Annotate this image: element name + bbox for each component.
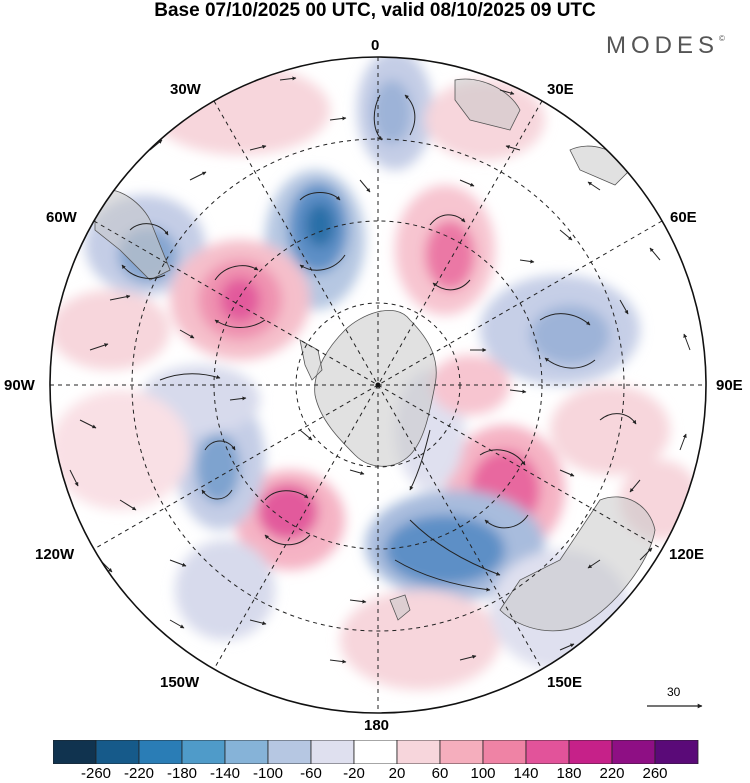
colorbar-segment — [138, 740, 183, 764]
colorbar-segment — [396, 740, 441, 764]
brand-mark: © — [719, 34, 725, 43]
map-title: Base 07/10/2025 00 UTC, valid 08/10/2025… — [154, 0, 596, 21]
colorbar-tick-label: -180 — [166, 765, 198, 782]
colorbar-tick-label: -260 — [80, 765, 112, 782]
meridian-label-150w: 150W — [160, 674, 200, 691]
colorbar-segment — [267, 740, 312, 764]
meridian-label-180: 180 — [364, 717, 390, 734]
colorbar-tick-label: 100 — [470, 765, 496, 782]
colorbar-segment — [525, 740, 570, 764]
meridian-label-30w: 30W — [170, 81, 201, 98]
colorbar-segment — [310, 740, 355, 764]
colorbar-segment — [654, 740, 699, 764]
colorbar-tick-label: -140 — [209, 765, 241, 782]
anomaly-field — [50, 57, 700, 690]
colorbar-tick-label: 220 — [599, 765, 625, 782]
vector-reference-value: 30 — [667, 685, 681, 699]
meridian-label-120e: 120E — [669, 546, 705, 563]
colorbar-segment — [95, 740, 140, 764]
south-pole-marker — [375, 382, 381, 388]
brand-logo: MODES© — [606, 32, 725, 60]
colorbar-segment — [439, 740, 484, 764]
colorbar-tick-label: -20 — [343, 765, 365, 782]
colorbar-segment — [181, 740, 226, 764]
colorbar-tick-label: -60 — [300, 765, 322, 782]
brand-name: MODES — [606, 32, 720, 59]
colorbar-segment — [568, 740, 613, 764]
colorbar-tick-label: 180 — [556, 765, 582, 782]
meridian-label-60w: 60W — [46, 209, 77, 226]
meridian-label-60e: 60E — [670, 209, 697, 226]
meridian-label-150e: 150E — [547, 674, 583, 691]
colorbar — [53, 740, 699, 764]
meridian-label-90e: 90E — [716, 377, 743, 394]
wind-vectors — [69, 76, 691, 664]
colorbar-tick-label: -100 — [252, 765, 284, 782]
meridian-label-0: 0 — [371, 37, 380, 54]
colorbar-segment — [482, 740, 527, 764]
colorbar-segment — [224, 740, 269, 764]
colorbar-tick-label: 260 — [642, 765, 668, 782]
map-boundary — [49, 56, 707, 714]
colorbar-tick-label: 140 — [513, 765, 539, 782]
land — [94, 78, 656, 632]
meridian-label-120w: 120W — [35, 546, 75, 563]
colorbar-tick-label: 20 — [388, 765, 406, 782]
meridian-label-30e: 30E — [547, 81, 574, 98]
colorbar-segment — [611, 740, 656, 764]
colorbar-segment — [53, 740, 97, 764]
colorbar-tick-label: 60 — [431, 765, 449, 782]
colorbar-tick-label: -220 — [123, 765, 155, 782]
colorbar-segment — [353, 740, 398, 764]
meridian-label-90w: 90W — [4, 377, 35, 394]
